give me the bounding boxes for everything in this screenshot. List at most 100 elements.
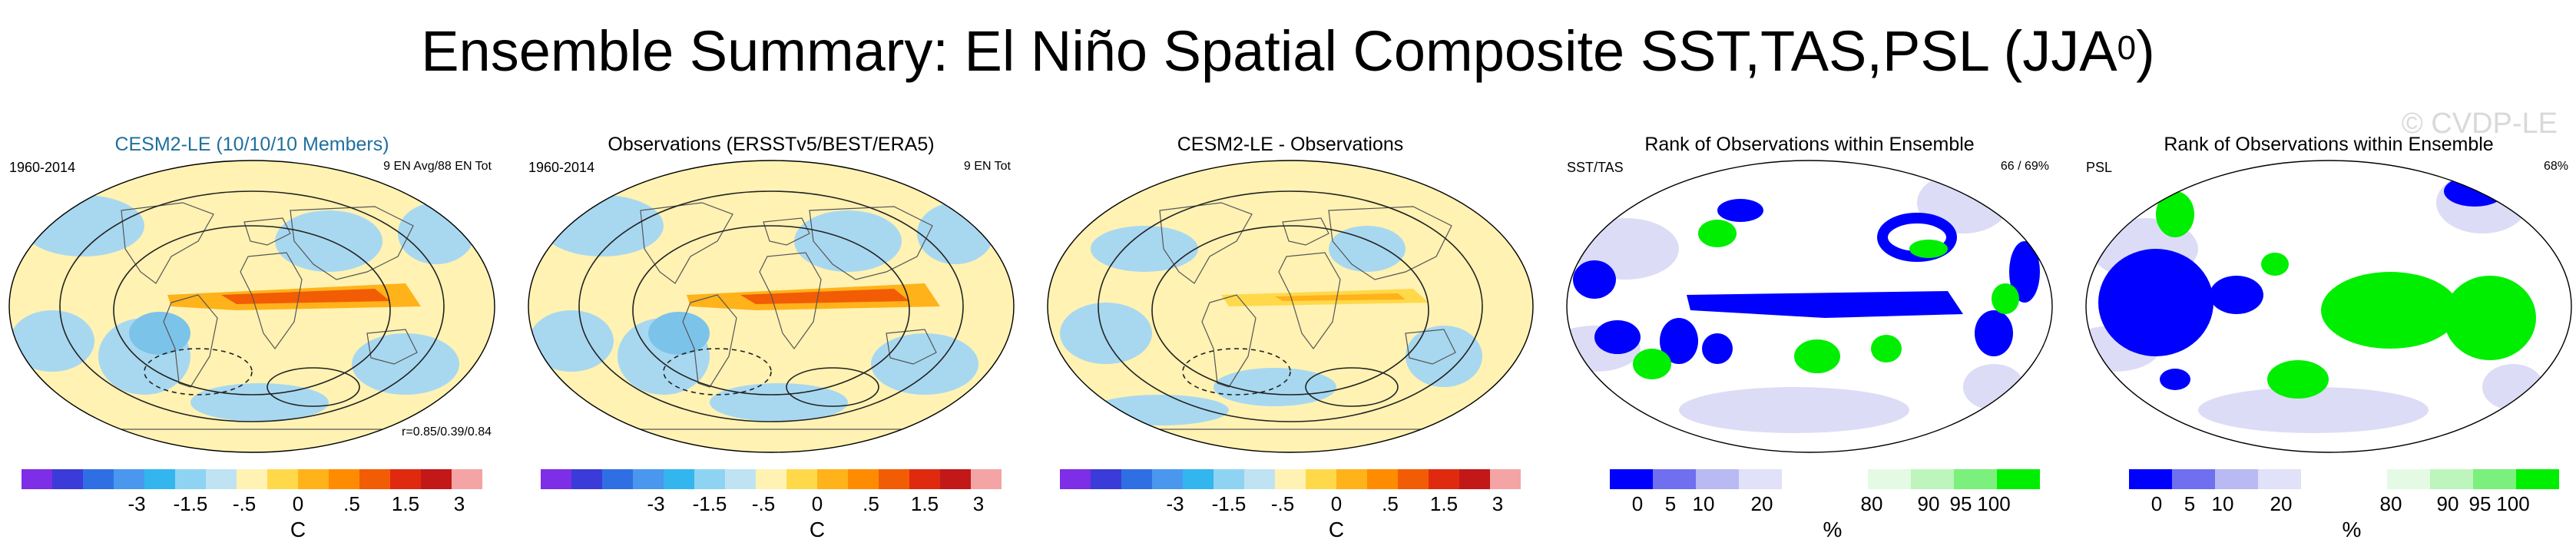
map-panel-5: Rank of Observations within Ensemble PSL 6… (2083, 127, 2574, 541)
rank-low-region (1687, 291, 1963, 318)
panel-count-label: 9 EN Tot (963, 160, 1011, 173)
colorbar-tick-label: -1.5 (692, 492, 727, 515)
colorbar-tick-label: .5 (343, 492, 360, 515)
rank-low-region (1877, 213, 1957, 262)
colorbar-swatch (971, 469, 1002, 489)
colorbar-tick-label: 5 (2184, 492, 2196, 515)
colorbar-swatch (541, 469, 571, 489)
cool-anomaly-region (710, 383, 848, 422)
rank-high-region (1698, 220, 1737, 247)
cool-anomaly-region (129, 312, 190, 355)
colorbar-unit-label: C (1328, 518, 1345, 541)
map-panel-2: Observations (ERSSTv5/BEST/ERA5) 1960-201… (525, 127, 1017, 541)
colorbar-swatch (421, 469, 452, 489)
colorbar-tick-label: -3 (127, 492, 146, 515)
continent-outline (290, 206, 414, 280)
rank-low-region (2210, 276, 2263, 314)
colorbar-tick-label: 5 (1664, 492, 1677, 515)
psl-contour (1182, 348, 1291, 395)
continent-outline (240, 252, 303, 350)
colorbar-tick-label: -3 (1166, 492, 1184, 515)
colorbar-swatch (848, 469, 879, 489)
rank-high-region (1871, 335, 1902, 362)
colorbar-swatch (390, 469, 421, 489)
world-map (1566, 160, 2053, 453)
cool-anomaly-region (22, 195, 144, 256)
colorbar-tick-label: 20 (2270, 492, 2293, 515)
colorbar-tick-label: 80 (1860, 492, 1883, 515)
continent-outline (163, 294, 218, 388)
colorbar-tick-label: 95 (1949, 492, 1972, 515)
colorbar-unit-label: % (1823, 518, 1843, 541)
colorbar-swatch (83, 469, 114, 489)
world-map (528, 160, 1015, 453)
panel-period-label: 1960-2014 (528, 160, 595, 175)
colorbar (22, 469, 482, 489)
colorbar-tick-label: 95 (2468, 492, 2492, 515)
rank-high-region (2444, 276, 2536, 360)
colorbar-tick-label: 0 (811, 492, 823, 515)
colorbar-swatch (2215, 469, 2258, 489)
cool-anomaly-region (648, 312, 710, 355)
continent-outline (1328, 206, 1452, 280)
rank-high-region (1633, 349, 1671, 379)
rank-patch (2482, 364, 2544, 410)
colorbar-swatch (2258, 469, 2301, 489)
psl-contour (663, 348, 772, 395)
cool-anomaly-region (1329, 226, 1406, 272)
colorbar-swatch (2344, 469, 2387, 489)
colorbar-tick-label: -.5 (232, 492, 257, 515)
cool-anomaly-region (352, 333, 459, 395)
colorbar-tick-label: 10 (1692, 492, 1715, 515)
map-border (8, 160, 495, 453)
colorbar-tick-label: 0 (2151, 492, 2163, 515)
colorbar-swatch (114, 469, 144, 489)
continent-outline (1159, 202, 1253, 284)
rank-high-region (2261, 253, 2289, 276)
colorbar-swatch (1459, 469, 1490, 489)
colorbar-swatch (144, 469, 175, 489)
cool-anomaly-region (871, 333, 978, 395)
rank-low-region (2160, 369, 2190, 390)
panel-count-label: 68% (2543, 160, 2568, 173)
colorbar-swatch (1997, 469, 2040, 489)
cool-anomaly-region (541, 195, 664, 256)
cool-anomaly-region (10, 310, 94, 372)
rank-high-region (2156, 191, 2194, 237)
colorbar-swatch (725, 469, 756, 489)
colorbar-swatch (298, 469, 329, 489)
map-panel-4: Rank of Observations within Ensemble SST/… (1564, 127, 2055, 541)
psl-contour (1151, 225, 1429, 395)
colorbar-tick-label: -3 (647, 492, 665, 515)
world-map (1047, 160, 1534, 453)
colorbar-tick-label: -1.5 (173, 492, 208, 515)
colorbar-swatch (22, 469, 52, 489)
psl-contour (144, 348, 253, 395)
continent-outline (1278, 252, 1341, 350)
colorbar-tick-label: 3 (972, 492, 985, 515)
colorbar-swatch (329, 469, 359, 489)
rank-low-region (1975, 310, 2013, 356)
panel-period-label: 1960-2014 (9, 160, 76, 175)
rank-low-region (2444, 176, 2505, 207)
panel-count-label: 66 / 69% (2000, 160, 2049, 173)
colorbar-swatch (359, 469, 390, 489)
colorbar-swatch (237, 469, 267, 489)
psl-contour (786, 367, 879, 407)
rank-low-region (2098, 249, 2213, 356)
panel-period-label: PSL (2086, 160, 2113, 175)
psl-contour (1305, 367, 1399, 407)
colorbar-swatch (2430, 469, 2473, 489)
map-panel-1: CESM2-LE (10/10/10 Members) 1960-2014 9 EN… (6, 127, 498, 541)
colorbar-swatch (1244, 469, 1275, 489)
colorbar-swatch (1121, 469, 1152, 489)
colorbar-swatch (940, 469, 971, 489)
colorbar-swatch (206, 469, 237, 489)
colorbar-swatch (2129, 469, 2172, 489)
colorbar-swatch (52, 469, 83, 489)
colorbar-unit-label: C (290, 518, 306, 541)
colorbar-swatch (2301, 469, 2344, 489)
colorbar-tick-label: 1.5 (391, 492, 420, 515)
continent-outline (763, 217, 810, 246)
rank-low-region (1573, 260, 1616, 299)
